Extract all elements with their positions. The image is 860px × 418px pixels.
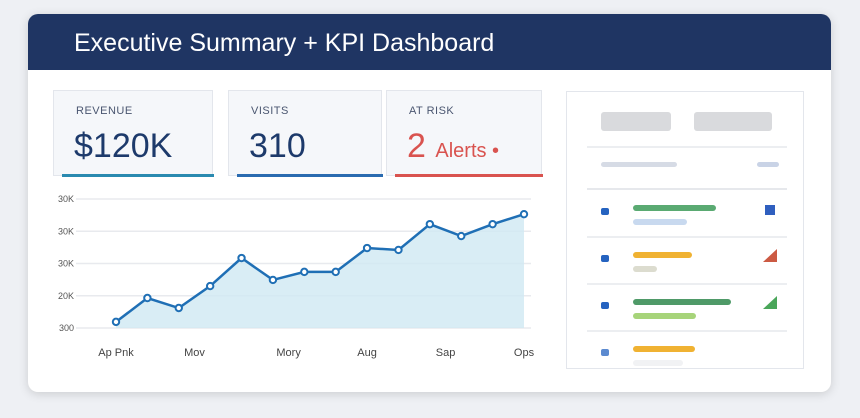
divider bbox=[587, 146, 787, 148]
kpi-value: $120K bbox=[74, 127, 173, 165]
data-point bbox=[331, 267, 340, 277]
y-tick-label: 20K bbox=[58, 291, 74, 301]
data-point bbox=[111, 317, 121, 327]
side-panel bbox=[566, 91, 804, 369]
triangle-marker-icon bbox=[763, 296, 777, 309]
alert-label: Alerts • bbox=[435, 140, 500, 162]
kpi-label: REVENUE bbox=[76, 105, 133, 117]
y-tick-label: 30K bbox=[58, 259, 74, 269]
data-point bbox=[237, 253, 246, 263]
progress-bar-secondary bbox=[633, 219, 687, 225]
data-point bbox=[488, 219, 497, 229]
series-line bbox=[115, 212, 525, 323]
x-tick-label: Ops bbox=[514, 347, 535, 359]
kpi-value: 2 Alerts • bbox=[407, 127, 499, 166]
placeholder-block bbox=[601, 112, 671, 131]
data-point bbox=[143, 293, 152, 303]
progress-bar-primary bbox=[633, 346, 695, 352]
kpi-at-risk[interactable]: AT RISK 2 Alerts • bbox=[386, 90, 543, 177]
status-icon bbox=[601, 349, 609, 356]
status-icon bbox=[601, 208, 609, 215]
kpi-underline bbox=[237, 174, 383, 177]
kpi-visits[interactable]: VISITS 310 bbox=[228, 90, 383, 177]
progress-bar-secondary bbox=[633, 266, 657, 272]
data-point bbox=[300, 267, 309, 277]
y-tick-label: 300 bbox=[59, 323, 74, 333]
data-point bbox=[174, 303, 183, 313]
data-point bbox=[268, 275, 278, 285]
data-point bbox=[519, 209, 529, 219]
data-point bbox=[457, 231, 466, 241]
x-tick-label: Mov bbox=[184, 347, 205, 359]
status-icon bbox=[601, 302, 609, 309]
data-point bbox=[425, 219, 435, 229]
divider bbox=[587, 330, 787, 332]
x-tick-label: Mory bbox=[276, 347, 301, 359]
kpi-revenue[interactable]: REVENUE $120K bbox=[53, 90, 214, 177]
kpi-label: VISITS bbox=[251, 105, 289, 117]
kpi-label: AT RISK bbox=[409, 105, 455, 117]
y-tick-label: 30K bbox=[58, 226, 74, 236]
placeholder-line bbox=[757, 162, 779, 167]
progress-bar-secondary bbox=[633, 313, 696, 319]
progress-bar-primary bbox=[633, 252, 692, 258]
status-icon bbox=[601, 255, 609, 262]
alert-count: 2 bbox=[407, 127, 426, 165]
page-title: Executive Summary + KPI Dashboard bbox=[28, 14, 831, 70]
square-marker-icon bbox=[765, 205, 775, 215]
divider bbox=[587, 188, 787, 190]
revenue-line-chart: 300 20K 30K 30K 30K Ap Pnk Mov Mory Aug Sap Ops bbox=[58, 194, 535, 359]
list-item[interactable] bbox=[567, 343, 803, 383]
list-item[interactable] bbox=[567, 249, 803, 289]
progress-bar-secondary bbox=[633, 360, 683, 366]
triangle-marker-icon bbox=[763, 249, 777, 262]
progress-bar-primary bbox=[633, 299, 731, 305]
placeholder-block bbox=[694, 112, 772, 131]
data-point bbox=[362, 243, 372, 253]
x-tick-label: Aug bbox=[357, 347, 377, 359]
list-item[interactable] bbox=[567, 296, 803, 336]
x-tick-label: Ap Pnk bbox=[98, 347, 134, 359]
data-point bbox=[205, 281, 215, 291]
kpi-value: 310 bbox=[249, 127, 306, 165]
data-point bbox=[394, 245, 403, 255]
x-tick-label: Sap bbox=[436, 347, 456, 359]
kpi-underline bbox=[62, 174, 214, 177]
divider bbox=[587, 283, 787, 285]
progress-bar-primary bbox=[633, 205, 716, 211]
placeholder-line bbox=[601, 162, 677, 167]
kpi-underline bbox=[395, 174, 543, 177]
dashboard-card: Executive Summary + KPI Dashboard REVENU… bbox=[28, 14, 831, 392]
y-tick-label: 30K bbox=[58, 194, 74, 204]
divider bbox=[587, 236, 787, 238]
list-item[interactable] bbox=[567, 202, 803, 242]
area-fill bbox=[116, 214, 524, 328]
